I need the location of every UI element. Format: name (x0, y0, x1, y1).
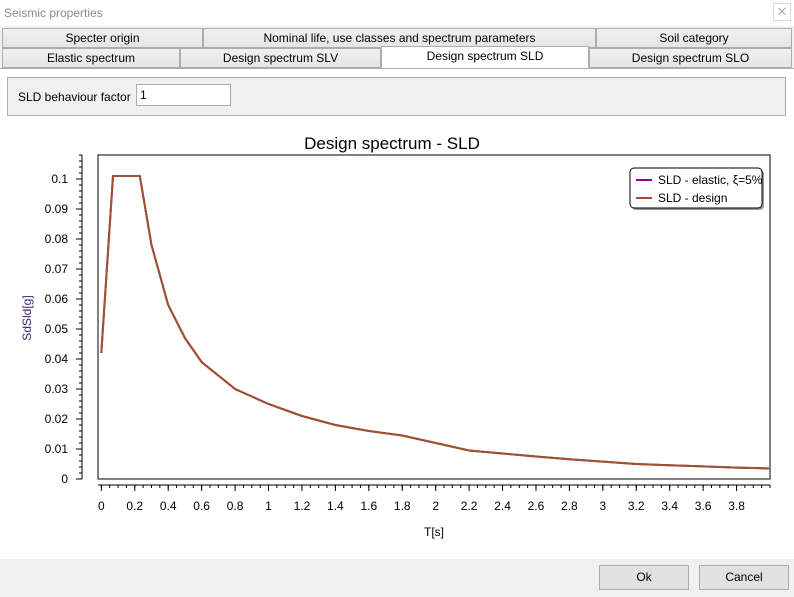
tab-specter-origin[interactable]: Specter origin (2, 28, 203, 48)
y-axis-label: SdSld[g] (20, 295, 34, 340)
x-tick-label: 3 (599, 499, 606, 513)
behaviour-factor-group: SLD behaviour factor (7, 77, 786, 116)
behaviour-factor-label: SLD behaviour factor (18, 90, 131, 104)
tab-design-spectrum-sld[interactable]: Design spectrum SLD (381, 46, 589, 68)
spectrum-chart: Design spectrum - SLD 0 0.01 0.02 0.03 0.04 0… (20, 134, 771, 539)
x-tick-label: 1.8 (394, 499, 411, 513)
cancel-button[interactable]: Cancel (699, 565, 789, 590)
x-tick-label: 1.2 (294, 499, 311, 513)
tab-design-spectrum-slv[interactable]: Design spectrum SLV (180, 48, 381, 68)
x-tick-label: 0.8 (227, 499, 244, 513)
x-tick-label: 3.8 (728, 499, 745, 513)
x-tick-label: 0.2 (126, 499, 143, 513)
close-icon[interactable]: ✕ (773, 3, 791, 21)
x-tick-label: 0.4 (160, 499, 177, 513)
behaviour-factor-input[interactable] (136, 84, 231, 106)
y-tick-label: 0.02 (45, 412, 69, 426)
x-tick-label: 0.6 (193, 499, 210, 513)
x-tick-label: 2.6 (528, 499, 545, 513)
tab-elastic-spectrum[interactable]: Elastic spectrum (2, 48, 180, 68)
tab-soil-category[interactable]: Soil category (596, 28, 792, 48)
y-tick-label: 0.08 (45, 232, 69, 246)
y-tick-label: 0.04 (45, 352, 69, 366)
x-tick-label: 2.4 (494, 499, 511, 513)
series-line-design (100, 175, 771, 470)
title-bar: Seismic properties ✕ (0, 0, 794, 26)
legend-label: SLD - elastic, ξ=5% (658, 173, 763, 187)
tab-design-spectrum-slo[interactable]: Design spectrum SLO (589, 48, 792, 68)
y-tick-label: 0.05 (45, 322, 69, 336)
y-tick-label: 0 (61, 472, 68, 486)
y-tick-label: 0.09 (45, 202, 69, 216)
ok-button[interactable]: Ok (599, 565, 689, 590)
x-tick-label: 1 (265, 499, 272, 513)
y-tick-label: 0.1 (51, 172, 68, 186)
chart-legend: SLD - elastic, ξ=5% SLD - design (629, 167, 764, 210)
y-tick-label: 0.01 (45, 442, 69, 456)
x-tick-label: 2 (432, 499, 439, 513)
legend-label: SLD - design (658, 191, 727, 205)
window-title: Seismic properties (4, 6, 103, 20)
x-tick-label: 3.2 (628, 499, 645, 513)
x-axis-label: T[s] (424, 525, 444, 539)
y-tick-label: 0.06 (45, 292, 69, 306)
x-tick-label: 1.6 (360, 499, 377, 513)
chart-title: Design spectrum - SLD (304, 134, 480, 153)
x-tick-label: 3.6 (695, 499, 712, 513)
x-tick-label: 3.4 (661, 499, 678, 513)
y-tick-label: 0.07 (45, 262, 69, 276)
y-tick-label: 0.03 (45, 382, 69, 396)
x-tick-label: 1.4 (327, 499, 344, 513)
tab-nominal-life[interactable]: Nominal life, use classes and spectrum p… (203, 28, 596, 48)
x-tick-label: 2.2 (461, 499, 478, 513)
x-tick-label: 2.8 (561, 499, 578, 513)
chart-area: Design spectrum - SLD 0 0.01 0.02 0.03 0.04 0… (12, 130, 772, 545)
legend-box (629, 167, 763, 209)
x-tick-label: 0 (98, 499, 105, 513)
